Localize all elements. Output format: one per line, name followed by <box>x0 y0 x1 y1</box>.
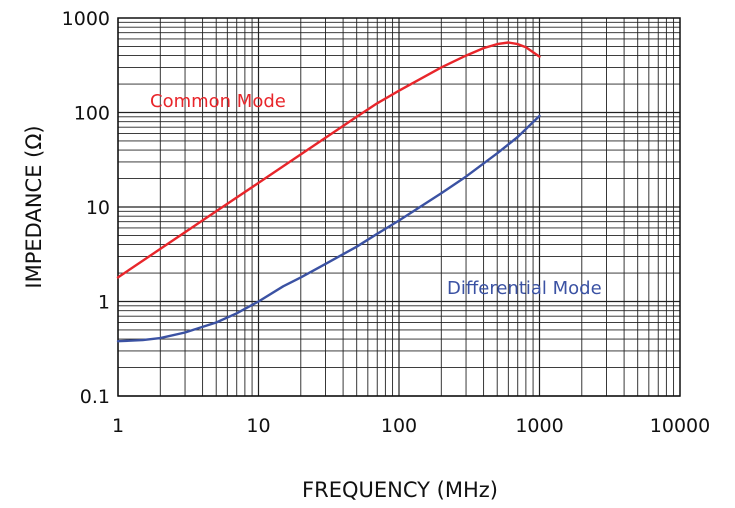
y-tick-label: 0.1 <box>80 386 110 408</box>
plot-frame <box>117 17 681 397</box>
grid <box>117 17 681 397</box>
x-tick-label: 1000 <box>515 415 563 437</box>
series-label-differential-mode: Differential Mode <box>447 278 602 299</box>
x-tick-label: 10 <box>246 415 270 437</box>
series-label-common-mode: Common Mode <box>150 91 286 112</box>
x-tick-label: 1 <box>112 415 124 437</box>
y-axis-title: IMPEDANCE (Ω) <box>22 125 46 288</box>
y-tick-label: 100 <box>74 103 110 125</box>
x-tick-label: 10000 <box>650 415 710 437</box>
y-tick-label: 10 <box>86 197 110 219</box>
series-layer <box>116 41 541 343</box>
series-line-1 <box>116 114 541 343</box>
y-tick-label: 1000 <box>62 8 110 30</box>
y-tick-label: 1 <box>98 292 110 314</box>
series-line-0 <box>116 41 541 279</box>
x-tick-label: 100 <box>381 415 417 437</box>
x-axis-title: FREQUENCY (MHz) <box>302 478 498 502</box>
